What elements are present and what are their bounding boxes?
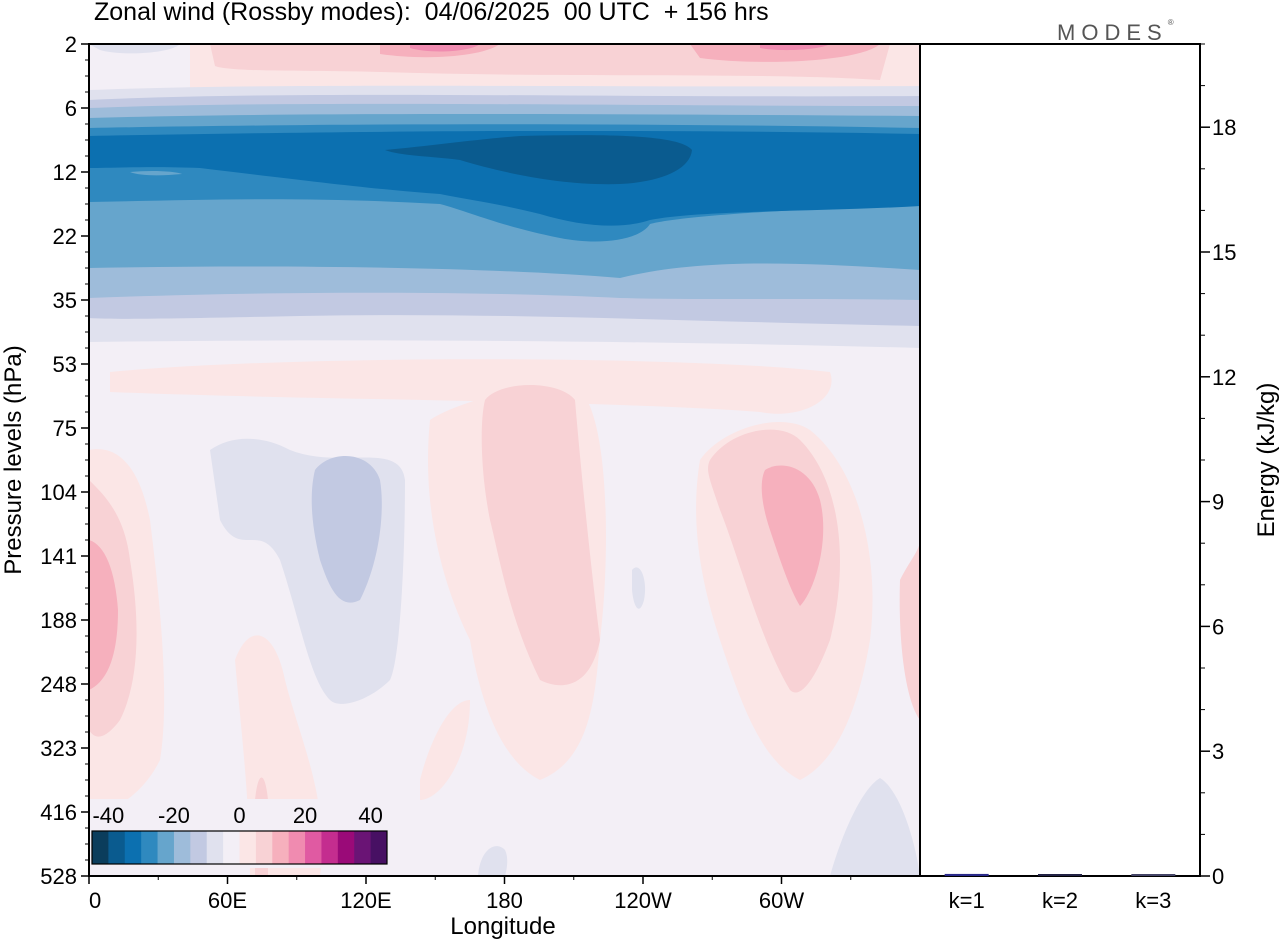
colorbar-tick-label: 20 — [293, 803, 317, 828]
colorbar-swatch — [190, 831, 208, 864]
colorbar-tick-label: -40 — [92, 803, 124, 828]
colorbar-swatch — [337, 831, 355, 864]
colorbar-swatch — [370, 831, 388, 864]
y-tick-label: 6 — [65, 96, 77, 121]
y-tick-label: 528 — [40, 864, 77, 889]
longitude-axis: 0 60E 120E 180 120W 60W — [88, 876, 852, 913]
x-tick-label: 60E — [208, 888, 247, 913]
y-tick-label: 53 — [53, 352, 77, 377]
energy-tick-label: 18 — [1212, 115, 1236, 140]
energy-tick-label: 3 — [1212, 739, 1224, 764]
energy-tick-label: 12 — [1212, 365, 1236, 390]
x-tick-label: 180 — [486, 888, 523, 913]
y-tick-label: 416 — [40, 800, 77, 825]
colorbar-swatch — [239, 831, 257, 864]
x-tick-label: 120E — [340, 888, 391, 913]
heatmap-field: -40 -20 0 20 40 — [89, 44, 920, 876]
energy-bar-label: k=3 — [1135, 888, 1171, 913]
energy-bar — [944, 873, 989, 876]
y-tick-label: 35 — [53, 288, 77, 313]
energy-bar-label: k=1 — [949, 888, 985, 913]
energy-axis: 0 3 6 9 12 15 18 — [1200, 43, 1236, 889]
colorbar-swatch — [157, 831, 175, 864]
pressure-axis: 2 6 12 22 35 53 75 104 141 188 248 323 416 528 — [40, 32, 89, 889]
x-tick-label: 120W — [614, 888, 672, 913]
modes-logo-text: MODES — [1057, 20, 1168, 45]
colorbar-swatch — [108, 831, 126, 864]
colorbar-swatch — [141, 831, 159, 864]
energy-tick-label: 6 — [1212, 614, 1224, 639]
y-tick-label: 75 — [53, 416, 77, 441]
colorbar-swatch — [223, 831, 240, 864]
x-tick-label: 60W — [759, 888, 804, 913]
colorbar-swatch — [92, 831, 109, 864]
registered-mark: ® — [1167, 18, 1174, 27]
energy-tick-label: 15 — [1212, 240, 1236, 265]
colorbar-swatch — [206, 831, 224, 864]
colorbar-swatch — [288, 831, 306, 864]
energy-bar — [1038, 874, 1082, 876]
energy-panel-frame — [919, 43, 1201, 877]
energy-tick-label: 9 — [1212, 490, 1224, 515]
y-tick-label: 248 — [40, 672, 77, 697]
x-tick-label: 0 — [89, 888, 101, 913]
y-axis-title: Pressure levels (hPa) — [0, 345, 27, 574]
y-tick-label: 2 — [65, 32, 77, 57]
energy-tick-label: 0 — [1212, 864, 1224, 889]
colorbar-swatch — [272, 831, 290, 864]
colorbar-swatch — [173, 831, 191, 864]
energy-bar — [1131, 874, 1176, 876]
energy-bars: k=1 k=2 k=3 — [944, 873, 1176, 913]
y-tick-label: 22 — [53, 224, 77, 249]
colorbar-border — [91, 830, 388, 865]
y-tick-label: 188 — [40, 608, 77, 633]
modes-logo: MODES® — [1057, 18, 1174, 46]
colorbar-swatch — [124, 831, 142, 864]
colorbar-tick-label: -20 — [158, 803, 190, 828]
x-axis-title: Longitude — [450, 913, 555, 940]
colorbar-tick-label: 40 — [358, 803, 382, 828]
colorbar-swatch — [305, 831, 322, 864]
colorbar-swatch — [354, 831, 372, 864]
y-tick-label: 104 — [40, 480, 77, 505]
energy-axis-title: Energy (kJ/kg) — [1253, 383, 1280, 538]
colorbar: -40 -20 0 20 40 — [89, 799, 391, 868]
y-tick-label: 323 — [40, 736, 77, 761]
energy-bar-label: k=2 — [1042, 888, 1078, 913]
colorbar-tick-label: 0 — [233, 803, 245, 828]
chart-title: Zonal wind (Rossby modes): 04/06/2025 00… — [94, 0, 769, 26]
y-tick-label: 12 — [53, 160, 77, 185]
colorbar-swatch — [255, 831, 273, 864]
colorbar-swatch — [321, 831, 339, 864]
y-tick-label: 141 — [40, 544, 77, 569]
